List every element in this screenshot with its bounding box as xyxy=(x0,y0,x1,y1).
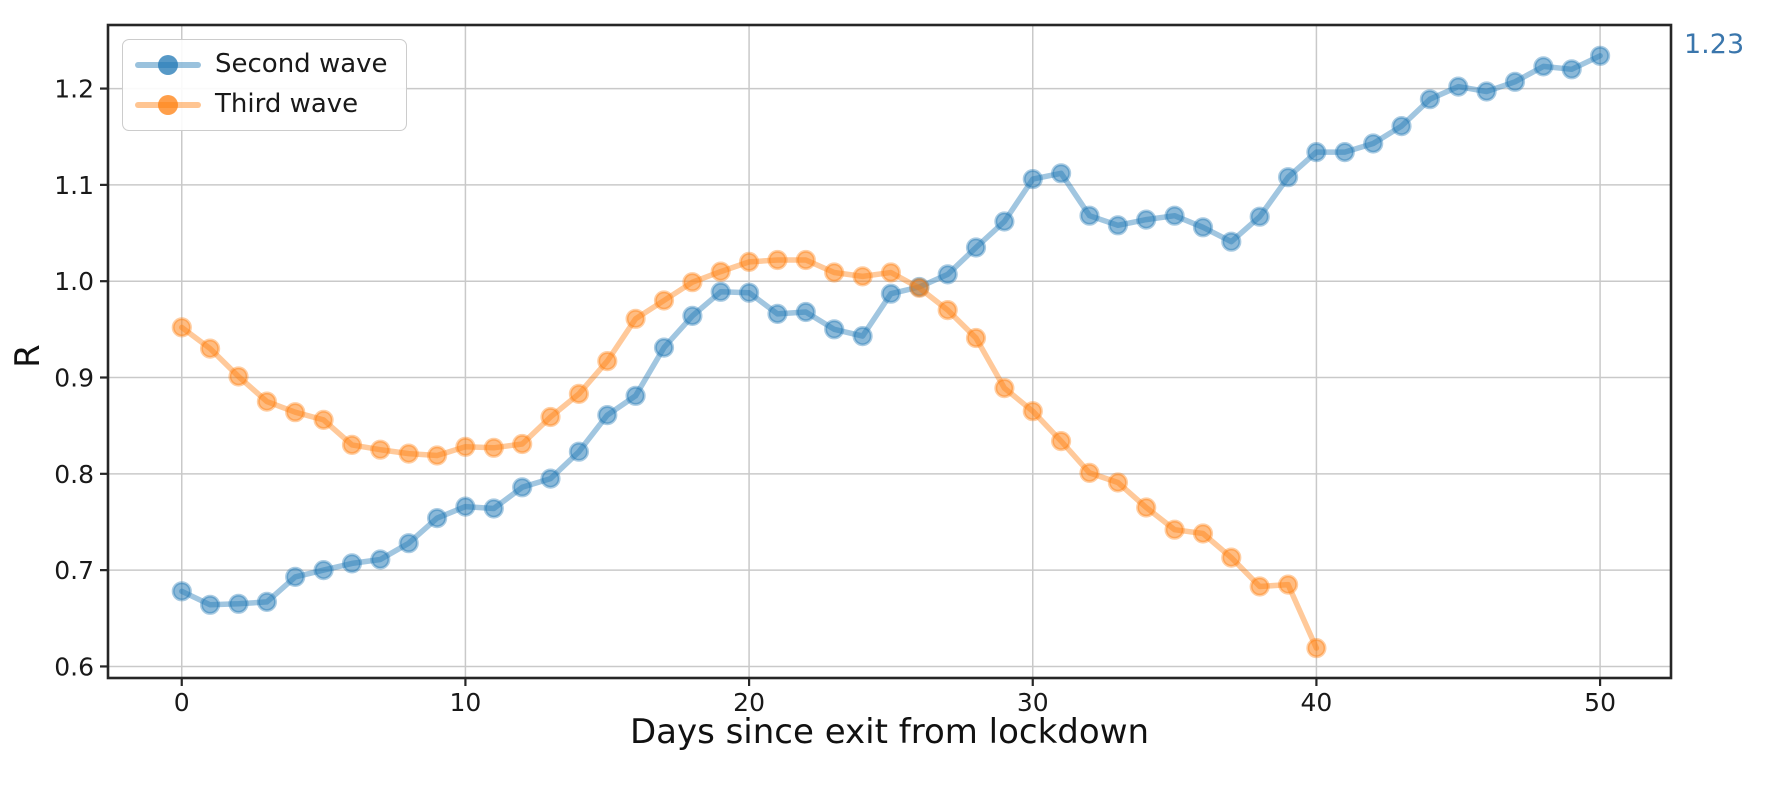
legend: Second wave Third wave xyxy=(122,39,407,131)
svg-text:10: 10 xyxy=(450,688,482,717)
svg-text:0.9: 0.9 xyxy=(54,364,94,393)
last-value-annotation: 1.23 xyxy=(1684,29,1745,60)
second-wave-line-marker-icon xyxy=(135,54,201,75)
legend-label: Second wave xyxy=(215,49,388,79)
x-axis-label: Days since exit from lockdown xyxy=(629,712,1150,752)
svg-text:50: 50 xyxy=(1584,688,1616,717)
svg-text:30: 30 xyxy=(1017,688,1049,717)
svg-text:0.7: 0.7 xyxy=(54,556,94,585)
third-wave-line-marker-icon xyxy=(135,94,201,115)
svg-text:0.6: 0.6 xyxy=(54,652,94,681)
svg-text:1.0: 1.0 xyxy=(54,267,94,296)
svg-text:1.1: 1.1 xyxy=(54,171,94,200)
svg-text:20: 20 xyxy=(733,688,765,717)
svg-text:0.8: 0.8 xyxy=(54,460,94,489)
legend-label: Third wave xyxy=(215,88,359,119)
svg-text:0: 0 xyxy=(174,688,190,717)
legend-item-second-wave: Second wave xyxy=(135,49,388,80)
svg-text:40: 40 xyxy=(1301,688,1333,717)
svg-text:1.2: 1.2 xyxy=(54,75,94,104)
y-axis-label: R xyxy=(8,344,48,368)
legend-item-third-wave: Third wave xyxy=(135,88,388,120)
